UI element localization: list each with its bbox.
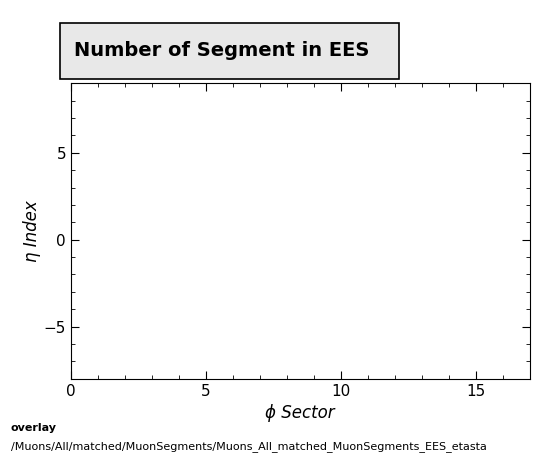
Text: Number of Segment in EES: Number of Segment in EES <box>74 41 369 61</box>
Text: /Muons/All/matched/MuonSegments/Muons_All_matched_MuonSegments_EES_etasta: /Muons/All/matched/MuonSegments/Muons_Al… <box>11 441 487 452</box>
Y-axis label: η Index: η Index <box>23 200 41 262</box>
X-axis label: ϕ Sector: ϕ Sector <box>265 404 335 422</box>
Text: overlay: overlay <box>11 423 57 433</box>
FancyBboxPatch shape <box>60 23 399 79</box>
